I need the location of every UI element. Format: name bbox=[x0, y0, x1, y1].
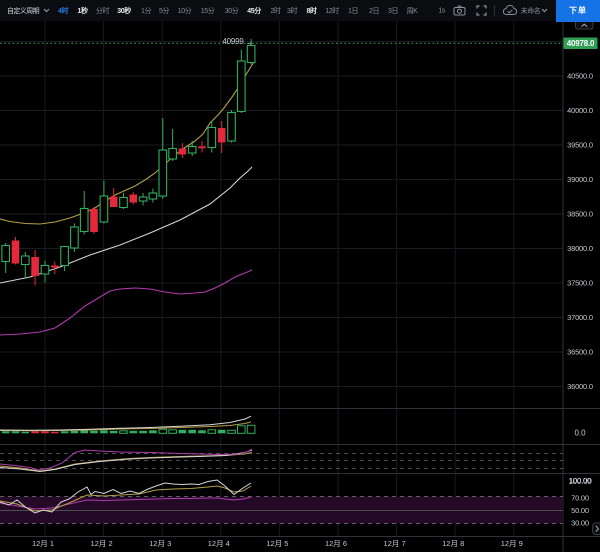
svg-text:40978.0: 40978.0 bbox=[567, 39, 595, 48]
svg-text:→: → bbox=[245, 37, 254, 47]
svg-text:100.00: 100.00 bbox=[568, 477, 592, 486]
svg-text:12月 4: 12月 4 bbox=[208, 539, 230, 548]
svg-text:12月 5: 12月 5 bbox=[266, 539, 288, 548]
svg-text:37000.0: 37000.0 bbox=[567, 313, 593, 322]
svg-text:39500.0: 39500.0 bbox=[567, 141, 593, 150]
svg-text:12月 2: 12月 2 bbox=[91, 539, 113, 548]
svg-text:38500.0: 38500.0 bbox=[567, 210, 593, 219]
svg-text:0.0: 0.0 bbox=[574, 429, 586, 438]
svg-text:30.00: 30.00 bbox=[571, 519, 589, 528]
svg-text:100.00: 100.00 bbox=[569, 476, 591, 485]
svg-text:38000.0: 38000.0 bbox=[567, 244, 593, 253]
svg-text:36500.0: 36500.0 bbox=[567, 348, 593, 357]
svg-text:12月 8: 12月 8 bbox=[442, 539, 464, 548]
svg-text:70.00: 70.00 bbox=[571, 494, 589, 503]
svg-text:40000.0: 40000.0 bbox=[567, 106, 593, 115]
svg-text:12月 6: 12月 6 bbox=[325, 539, 347, 548]
svg-text:12月 1: 12月 1 bbox=[32, 539, 54, 548]
svg-text:12月 3: 12月 3 bbox=[149, 539, 171, 548]
svg-text:40999: 40999 bbox=[222, 37, 244, 46]
svg-text:39000.0: 39000.0 bbox=[567, 175, 593, 184]
svg-text:12月 7: 12月 7 bbox=[384, 539, 406, 548]
svg-text:12月 9: 12月 9 bbox=[501, 539, 523, 548]
svg-text:36000.0: 36000.0 bbox=[567, 382, 593, 391]
svg-text:37500.0: 37500.0 bbox=[567, 279, 593, 288]
svg-text:50.00: 50.00 bbox=[571, 506, 589, 515]
svg-text:40500.0: 40500.0 bbox=[567, 72, 593, 81]
